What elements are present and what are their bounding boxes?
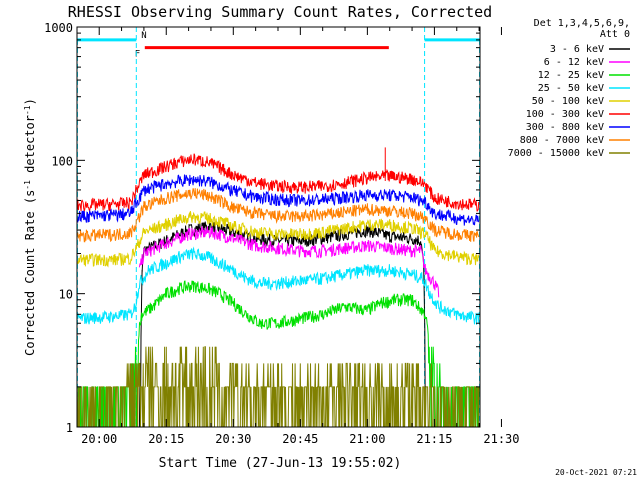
footer-timestamp: 20-Oct-2021 07:21 bbox=[555, 468, 637, 477]
flag-label-n: N bbox=[141, 31, 146, 41]
x-tick-label: 20:45 bbox=[282, 432, 318, 446]
legend-label: 3 - 6 keV bbox=[550, 44, 604, 55]
y-axis-label-end: ) bbox=[23, 98, 37, 105]
y-tick-label: 100 bbox=[51, 154, 73, 168]
x-axis-label: Start Time (27-Jun-13 19:55:02) bbox=[159, 456, 402, 471]
series-line-7000-15000-kev bbox=[76, 346, 480, 428]
legend-label: 300 - 800 keV bbox=[526, 122, 604, 133]
series-line-6-12-kev bbox=[138, 225, 440, 298]
x-tick-label: 21:00 bbox=[349, 432, 385, 446]
legend: Det 1,3,4,5,6,9,Att 0 3 - 6 keV 6 - 12 keV… bbox=[508, 18, 630, 159]
series-line-100-300-kev bbox=[76, 153, 480, 214]
axis-layer: 20:00 20:15 20:30 20:45 21:00 21:15 21:30 1 10 10… bbox=[44, 21, 519, 446]
x-tick-label: 21:30 bbox=[483, 432, 519, 446]
y-tick-label: 1000 bbox=[44, 21, 73, 35]
y-axis-label-exp2: -1 bbox=[23, 105, 32, 115]
legend-label: 7000 - 15000 keV bbox=[508, 148, 604, 159]
legend-label: 50 - 100 keV bbox=[532, 96, 604, 107]
legend-label: 800 - 7000 keV bbox=[520, 135, 604, 146]
series-layer bbox=[76, 147, 480, 428]
y-axis-label-mid: detector bbox=[23, 115, 37, 180]
legend-header: Att 0 bbox=[600, 29, 630, 40]
legend-label: 100 - 300 keV bbox=[526, 109, 604, 120]
series-line-12-25-kev bbox=[77, 280, 480, 428]
x-tick-label: 20:15 bbox=[148, 432, 184, 446]
legend-label: 12 - 25 keV bbox=[538, 70, 604, 81]
legend-label: 6 - 12 keV bbox=[544, 57, 604, 68]
legend-header: Det 1,3,4,5,6,9, bbox=[534, 18, 630, 29]
x-tick-label: 21:15 bbox=[416, 432, 452, 446]
x-tick-label: 20:00 bbox=[81, 432, 117, 446]
series-line-3-6-kev bbox=[138, 220, 427, 428]
series-line-25-50-kev bbox=[76, 246, 480, 325]
y-axis-label-exp1: -1 bbox=[23, 180, 32, 190]
x-tick-label: 20:30 bbox=[215, 432, 251, 446]
legend-label: 25 - 50 keV bbox=[538, 83, 604, 94]
y-tick-label: 1 bbox=[66, 421, 73, 435]
series-line-300-800-kev bbox=[76, 174, 480, 226]
flag-label-f: F bbox=[135, 50, 140, 60]
plot-frame bbox=[76, 26, 481, 428]
chart-title: RHESSI Observing Summary Count Rates, Co… bbox=[68, 3, 492, 21]
y-axis-label-main: Corrected Count Rate (s bbox=[23, 190, 37, 356]
y-axis-label: Corrected Count Rate (s-1 detector-1) bbox=[23, 98, 38, 356]
y-tick-label: 10 bbox=[59, 288, 73, 302]
series-line-50-100-kev bbox=[76, 211, 480, 268]
series-line-800-7000-kev bbox=[76, 188, 480, 243]
